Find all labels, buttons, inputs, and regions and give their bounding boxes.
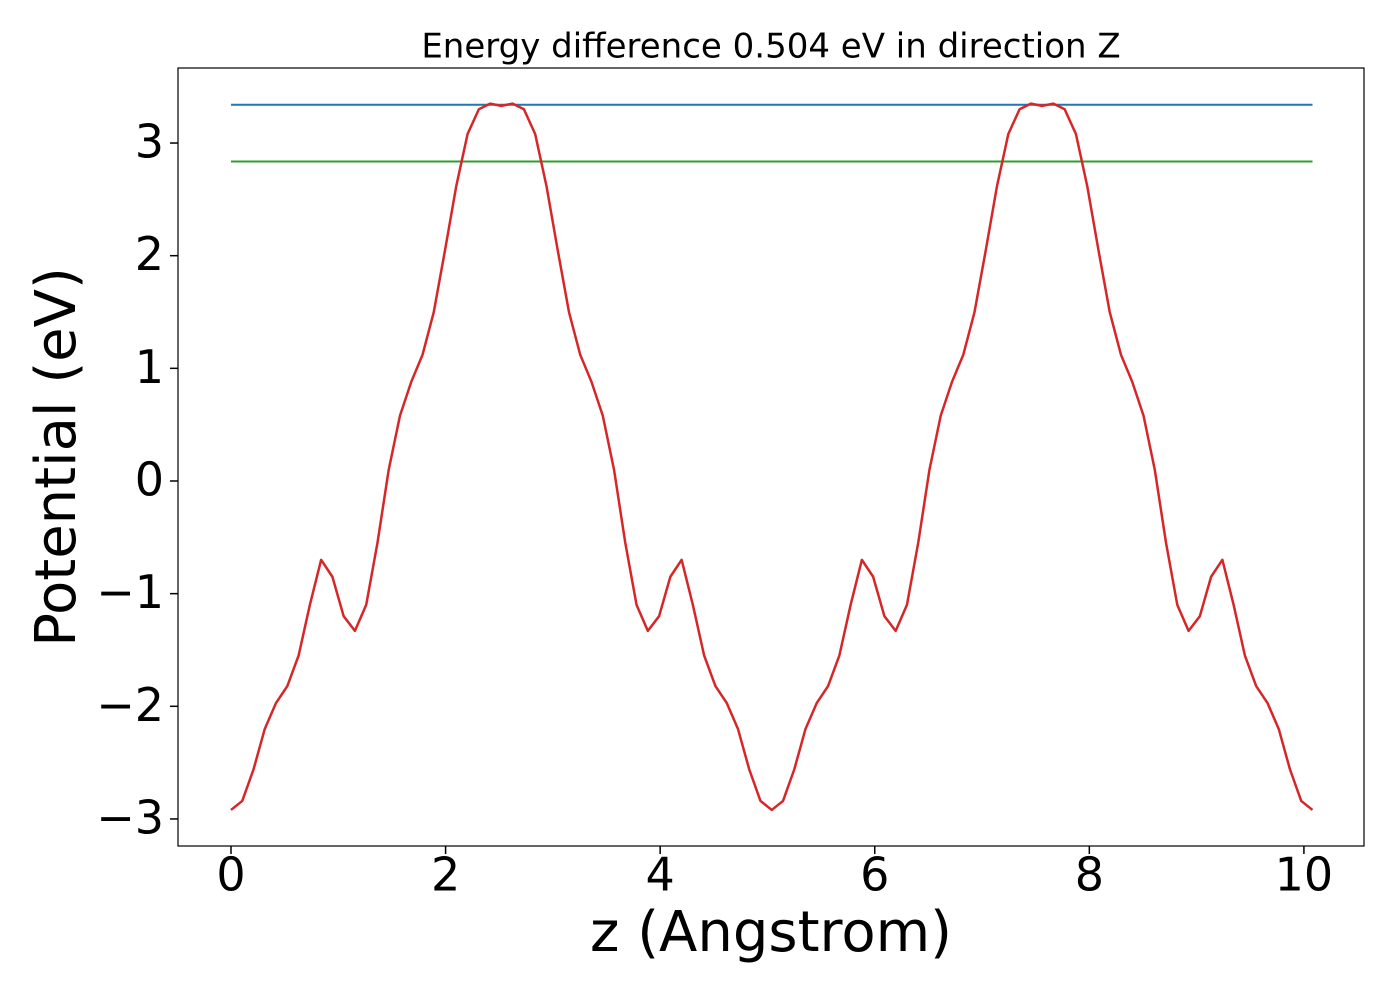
y-tick-label: 0 [135, 452, 164, 506]
data-line [230, 102, 1314, 812]
chart-title: Energy difference 0.504 eV in direction … [421, 27, 1120, 67]
y-tick-label: 3 [135, 115, 164, 169]
y-axis-label: Potential (eV) [24, 267, 89, 647]
x-tick-label: 4 [646, 848, 675, 902]
y-tick-label: −2 [96, 678, 164, 732]
x-tick-label: 10 [1275, 848, 1334, 902]
plot-frame [177, 67, 1365, 847]
y-tick-label: −3 [96, 790, 164, 844]
x-axis-label: z (Angstrom) [590, 900, 952, 965]
x-tick-label: 6 [860, 848, 889, 902]
x-tick-label: 8 [1075, 848, 1104, 902]
x-tick-label: 0 [216, 848, 245, 902]
y-tick-label: 1 [135, 340, 164, 394]
y-tick-label: −1 [96, 565, 164, 619]
x-tick-label: 2 [431, 848, 460, 902]
y-tick-label: 2 [135, 227, 164, 281]
